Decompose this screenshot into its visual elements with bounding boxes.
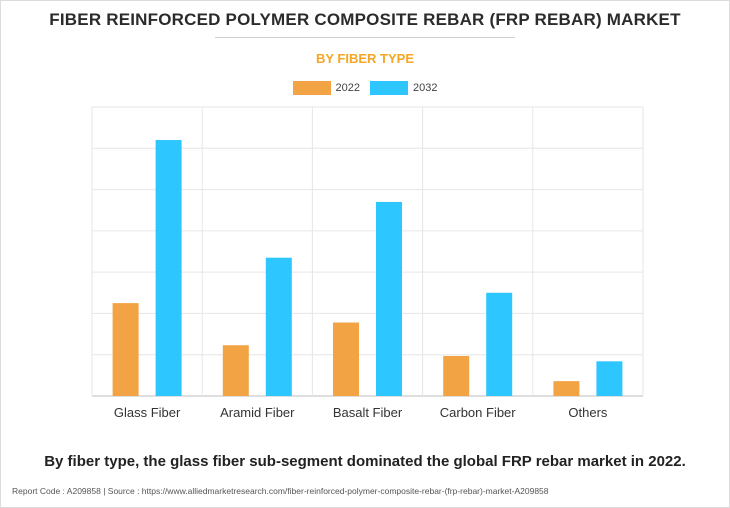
bar-2032-others (596, 361, 623, 396)
bar-2032-aramid-fiber (265, 257, 292, 396)
bar-2022-basalt-fiber (333, 322, 359, 396)
legend: 2022 2032 (0, 81, 730, 95)
bar-2032-glass-fiber (155, 140, 182, 396)
source-line: Report Code : A209858 | Source : https:/… (12, 486, 549, 496)
x-tick-label: Aramid Fiber (220, 405, 295, 420)
bar-2022-others (553, 381, 580, 396)
legend-swatch-2022 (292, 81, 331, 95)
bar-2022-carbon-fiber (443, 355, 470, 396)
legend-label-2032: 2032 (413, 82, 438, 94)
legend-label-2022: 2022 (335, 82, 360, 94)
x-tick-label: Others (568, 405, 608, 420)
x-tick-label: Glass Fiber (114, 405, 181, 420)
bar-2022-glass-fiber (112, 303, 139, 396)
legend-item-2032[interactable]: 2032 (370, 81, 437, 95)
chart-subtitle: BY FIBER TYPE (315, 51, 414, 66)
x-tick-label: Carbon Fiber (440, 405, 517, 420)
chart-title: FIBER REINFORCED POLYMER COMPOSITE REBAR… (49, 10, 681, 29)
legend-swatch-2032 (370, 81, 408, 95)
bar-2022-aramid-fiber (222, 345, 249, 396)
x-tick-label: Basalt Fiber (333, 405, 403, 420)
title-divider (215, 37, 515, 38)
bar-2032-basalt-fiber (376, 201, 402, 396)
chart-footnote: By fiber type, the glass fiber sub-segme… (44, 453, 686, 470)
bar-2032-carbon-fiber (486, 292, 513, 396)
legend-item-2022[interactable]: 2022 (292, 81, 360, 95)
bar-chart: Glass Fiber Aramid Fiber Basalt Fiber Carbo… (91, 106, 644, 420)
